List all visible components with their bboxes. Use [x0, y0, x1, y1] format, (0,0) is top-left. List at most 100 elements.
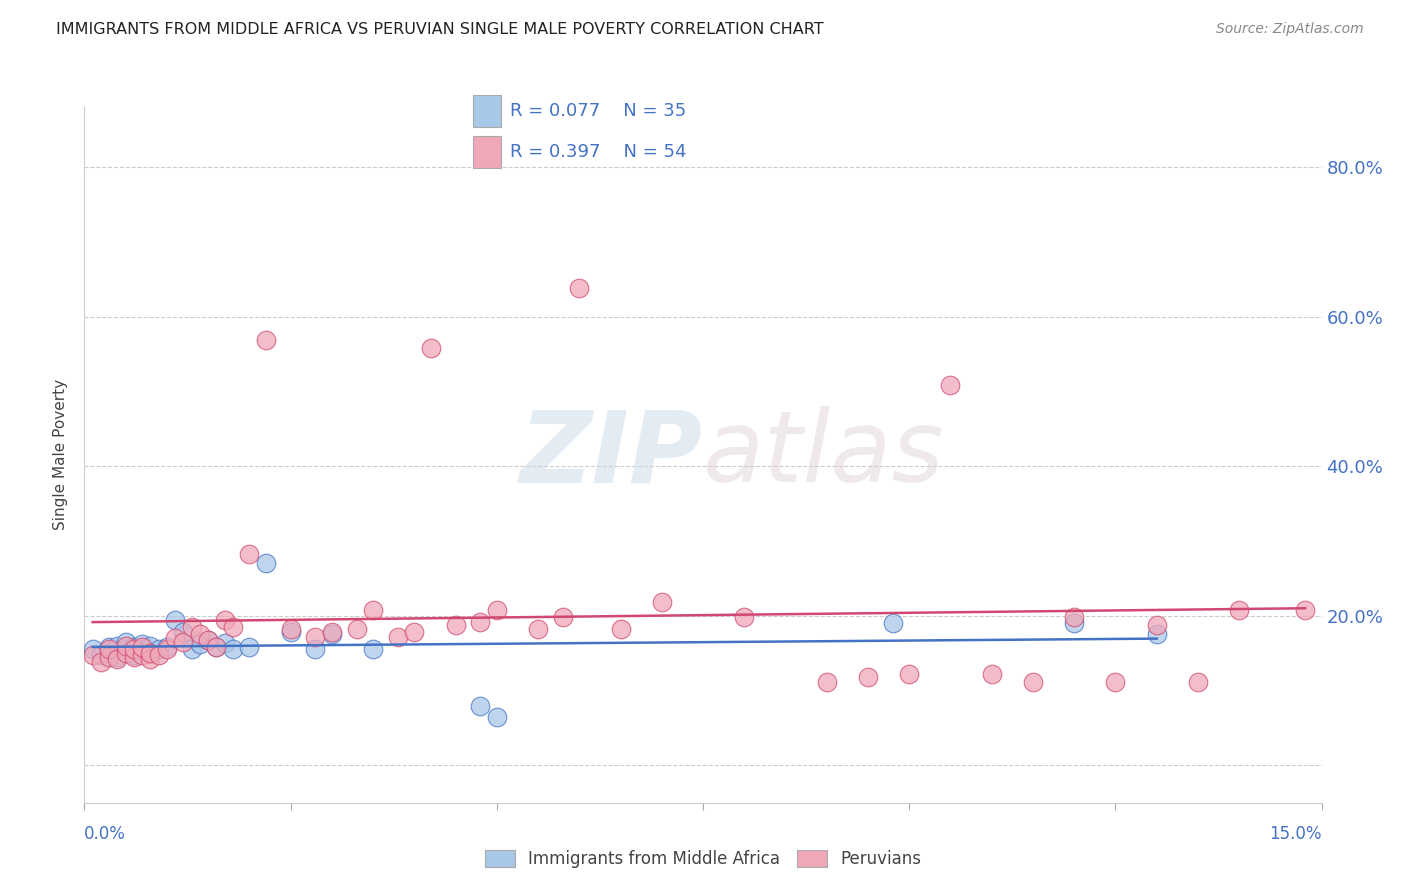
Point — [131, 648, 153, 662]
Text: 0.0%: 0.0% — [84, 825, 127, 843]
Point — [1022, 674, 1045, 689]
Point — [733, 610, 755, 624]
Point — [165, 613, 187, 627]
Legend: Immigrants from Middle Africa, Peruvians: Immigrants from Middle Africa, Peruvians — [478, 843, 928, 874]
Point — [98, 642, 121, 657]
Point — [485, 710, 508, 724]
Point — [321, 625, 343, 640]
Point — [939, 378, 962, 392]
Point — [609, 622, 631, 636]
Point — [82, 648, 104, 662]
Point — [139, 652, 162, 666]
Point — [98, 640, 121, 655]
Text: 15.0%: 15.0% — [1270, 825, 1322, 843]
Point — [172, 635, 194, 649]
Point — [205, 640, 228, 655]
Point — [815, 674, 838, 689]
Point — [485, 603, 508, 617]
Point — [122, 649, 145, 664]
Point — [122, 642, 145, 657]
Text: Source: ZipAtlas.com: Source: ZipAtlas.com — [1216, 22, 1364, 37]
Text: ZIP: ZIP — [520, 407, 703, 503]
Point — [444, 617, 467, 632]
Point — [105, 652, 128, 666]
Point — [214, 613, 236, 627]
Point — [280, 625, 302, 640]
Point — [114, 646, 136, 660]
Point — [148, 642, 170, 657]
Point — [280, 622, 302, 636]
Point — [82, 642, 104, 657]
Point — [470, 698, 492, 713]
Point — [346, 622, 368, 636]
Point — [1294, 603, 1316, 617]
Point — [1187, 674, 1209, 689]
Point — [1227, 603, 1250, 617]
Point — [98, 649, 121, 664]
Point — [254, 557, 277, 571]
Point — [1146, 617, 1168, 632]
Point — [139, 646, 162, 660]
Point — [222, 642, 245, 657]
Point — [156, 642, 179, 657]
Y-axis label: Single Male Poverty: Single Male Poverty — [53, 379, 69, 531]
Text: IMMIGRANTS FROM MIDDLE AFRICA VS PERUVIAN SINGLE MALE POVERTY CORRELATION CHART: IMMIGRANTS FROM MIDDLE AFRICA VS PERUVIA… — [56, 22, 824, 37]
Text: R = 0.397    N = 54: R = 0.397 N = 54 — [510, 143, 688, 161]
Point — [470, 615, 492, 629]
Text: R = 0.077    N = 35: R = 0.077 N = 35 — [510, 102, 686, 120]
Point — [1063, 616, 1085, 631]
Point — [122, 648, 145, 662]
Point — [114, 642, 136, 657]
Point — [114, 635, 136, 649]
Point — [1104, 674, 1126, 689]
Point — [304, 642, 326, 657]
Point — [651, 595, 673, 609]
Point — [254, 334, 277, 348]
Point — [419, 341, 441, 355]
Point — [1146, 627, 1168, 641]
Point — [131, 637, 153, 651]
Point — [131, 642, 153, 657]
Point — [898, 667, 921, 681]
Point — [105, 649, 128, 664]
Point — [404, 625, 426, 640]
Point — [105, 639, 128, 653]
Point — [131, 640, 153, 655]
Point — [197, 632, 219, 647]
Point — [387, 630, 409, 644]
Point — [222, 620, 245, 634]
Point — [156, 640, 179, 655]
Point — [361, 642, 384, 657]
Point — [122, 640, 145, 655]
Bar — [474, 136, 501, 168]
Point — [197, 632, 219, 647]
Point — [148, 648, 170, 662]
Point — [90, 655, 112, 669]
Point — [139, 639, 162, 653]
Point — [1063, 610, 1085, 624]
Point — [527, 622, 550, 636]
Point — [165, 631, 187, 645]
Point — [172, 625, 194, 640]
Text: atlas: atlas — [703, 407, 945, 503]
Point — [139, 646, 162, 660]
Point — [551, 610, 574, 624]
Point — [188, 627, 211, 641]
Point — [180, 642, 202, 657]
Point — [856, 670, 879, 684]
Point — [90, 648, 112, 662]
Point — [238, 547, 260, 561]
Point — [98, 645, 121, 659]
Point — [114, 639, 136, 653]
Point — [214, 636, 236, 650]
Point — [361, 603, 384, 617]
Point — [882, 616, 904, 631]
Point — [568, 281, 591, 295]
Bar — [474, 95, 501, 127]
Point — [188, 637, 211, 651]
Point — [238, 640, 260, 655]
Point — [980, 667, 1002, 681]
Point — [180, 620, 202, 634]
Point — [304, 630, 326, 644]
Point — [205, 640, 228, 655]
